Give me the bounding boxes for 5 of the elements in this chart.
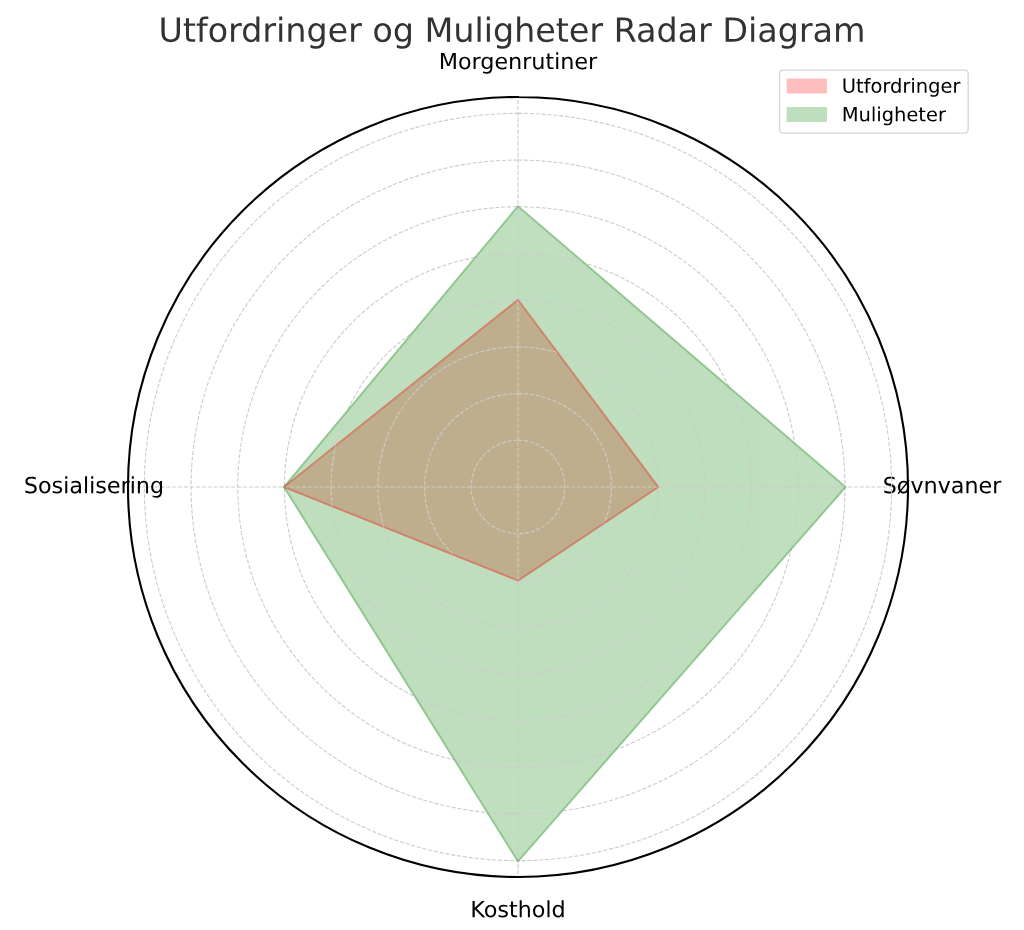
legend-label: Utfordringer	[843, 77, 961, 97]
spoke-label: Kosthold	[472, 900, 564, 918]
spoke-label: Morgenrutiner	[440, 52, 598, 74]
legend-label: Muligheter	[843, 106, 946, 126]
chart-title: Utfordringer og Muligheter Radar Diagram	[161, 16, 863, 49]
